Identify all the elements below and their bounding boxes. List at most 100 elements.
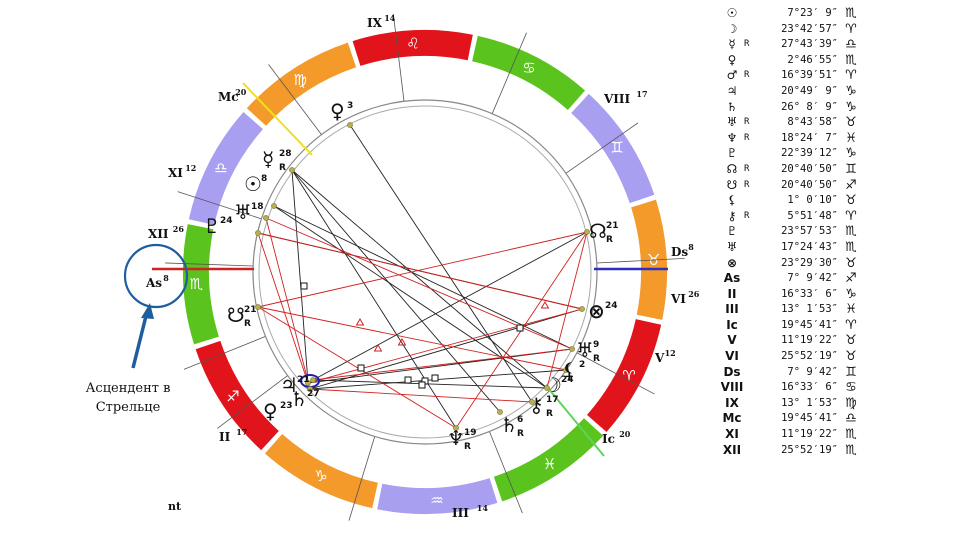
proserpina-retro [744, 224, 756, 240]
house-ii-retro [744, 287, 756, 303]
venus-glyph: ♀ [330, 99, 345, 123]
mars-retro: R [744, 70, 750, 81]
house-ix-retro [744, 396, 756, 412]
as-retro [744, 271, 756, 287]
cusp-label-ds: Ds [671, 245, 688, 259]
mars-symbol: ♂ [726, 68, 738, 83]
ds-value: 7° 9′42″ [787, 365, 838, 378]
moon-retro [744, 22, 756, 38]
cusp-label-iii: III [452, 506, 469, 520]
south-node-glyph: ☋ [227, 303, 245, 327]
cusp-degree-mc: 20 [235, 87, 247, 97]
zodiac-symbol-scorpio: ♏ [190, 275, 204, 293]
house-ix-symbol: IX [725, 395, 739, 410]
planet-label-south-node: ☋ 21 R [227, 303, 257, 329]
planet-label-uranus-h: ♅ 18 [234, 200, 264, 224]
venus-degree: 3 [347, 101, 353, 111]
cusp-label-mc: Mc [218, 90, 239, 104]
table-row-chiron: ⚷ R 5°51′48″ ♈ [720, 209, 956, 225]
aspect-marker-square [300, 282, 308, 290]
fortune-glyph: ⊗ [588, 299, 605, 323]
house-vi-retro [744, 349, 756, 365]
uranus-h-value: 17°24′43″ [781, 240, 838, 253]
planet-dot [584, 229, 590, 235]
proserpina-sign: ♏ [845, 224, 857, 240]
north-node-value: 20°40′50″ [781, 162, 838, 175]
saturn-value: 26° 8′ 9″ [781, 100, 838, 113]
mc-value: 19°45′41″ [781, 412, 838, 425]
house-cusp-line [177, 191, 262, 220]
cusp-label-xii: XII [148, 227, 169, 241]
house-vi-symbol: VI [725, 349, 739, 364]
zodiac-segment-leo [352, 30, 473, 66]
mercury-sign: ♎ [845, 37, 857, 53]
aspect-marker-triangle [540, 301, 550, 309]
moon-degree: 24 [561, 375, 574, 385]
cusp-degree-xi: 12 [185, 163, 196, 173]
house-xii-symbol: XII [722, 442, 742, 457]
south-node-sign: ♐ [845, 177, 857, 193]
house-viii-value: 16°33′ 6″ [781, 381, 838, 394]
sun-degree: 8 [261, 174, 267, 184]
jupiter-sign: ♑ [845, 83, 857, 99]
planet-dot [563, 367, 569, 373]
zodiac-symbol-aries: ♈ [622, 367, 635, 385]
house-cusp-line [565, 122, 639, 174]
zodiac-symbol-pisces: ♓ [543, 455, 556, 473]
zodiac-segment-sagittarius [195, 340, 279, 451]
chiron-symbol: ⚷ [727, 208, 737, 223]
aspect-line-red [309, 388, 533, 403]
planet-label-proserpina: ♇ 24 [203, 214, 233, 238]
planet-label-sun: ☉ 8 [244, 172, 267, 196]
cusp-label-ii: II [219, 430, 231, 444]
pluto-b-retrograde: R [517, 429, 524, 439]
callout-arrow-head [141, 303, 154, 319]
cusp-label-as: As [145, 276, 162, 290]
house-cusp-line [348, 436, 376, 521]
neptune-symbol: ♆ [726, 130, 738, 145]
planet-dot [569, 346, 575, 352]
chiron-glyph: ⚷ [529, 393, 544, 417]
zodiac-symbol-gemini: ♊ [610, 138, 623, 156]
chiron-retro: R [744, 210, 750, 221]
aspect-line-black [291, 169, 501, 413]
table-row-north-node: ☊ R 20°40′50″ ♊ [720, 162, 956, 178]
mc-line [242, 82, 313, 156]
uranus-h-sign: ♏ [845, 239, 857, 255]
mars-sign: ♈ [845, 68, 857, 84]
cusp-label-xi: XI [168, 166, 183, 180]
table-row-uranus: ♅ R 8°43′58″ ♉ [720, 115, 956, 131]
mercury-retrograde: R [279, 163, 286, 173]
north-node-glyph: ☊ [589, 219, 607, 243]
zodiac-symbol-sagittarius: ♐ [226, 388, 239, 406]
callout-line-2: Стрельце [96, 400, 161, 415]
uranus-h-retro [744, 240, 756, 256]
jupiter-retro [744, 84, 756, 100]
planet-dot [271, 203, 277, 209]
sun-symbol: ☉ [726, 6, 738, 20]
zodiac-segment-scorpio [183, 224, 219, 345]
house-v-sign: ♉ [845, 333, 857, 349]
zodiac-segment-capricorn [264, 434, 378, 509]
planet-label-fortune: ⊗ 24 [588, 299, 618, 323]
uranus-h-symbol: ♅ [726, 239, 738, 254]
house-xii-retro [744, 443, 756, 459]
venus-value: 2°46′55″ [787, 53, 838, 66]
cusp-degree-viii: 17 [636, 89, 647, 99]
aspect-lines [257, 124, 588, 429]
house-xi-value: 11°19′22″ [781, 428, 838, 441]
planet-label-chiron: ⚷ 17 R [529, 393, 559, 419]
planet-dot [347, 122, 353, 128]
house-ii-symbol: II [727, 286, 737, 301]
lilith-symbol: ⚸ [727, 193, 737, 208]
aspect-marker-square [357, 364, 365, 372]
house-viii-sign: ♋ [845, 380, 857, 396]
venus-symbol: ♀ [727, 52, 737, 67]
house-cusp-line [165, 262, 254, 267]
zodiac-segment-taurus [631, 199, 668, 320]
as-value: 7° 9′42″ [787, 272, 838, 285]
house-ix-sign: ♍ [845, 395, 857, 411]
fortune-value: 23°29′30″ [781, 256, 838, 269]
table-row-south-node: ☋ R 20°40′50″ ♐ [720, 178, 956, 194]
